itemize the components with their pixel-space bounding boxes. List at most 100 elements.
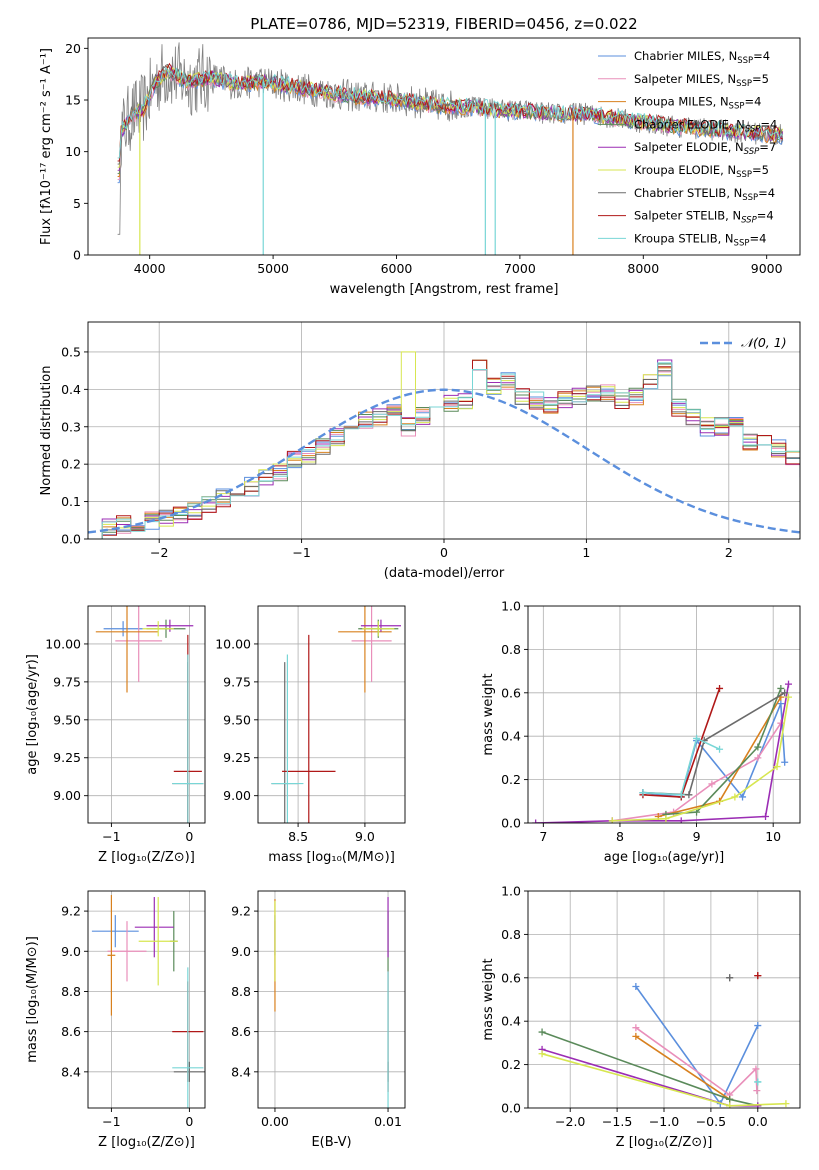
age-vs-mass-frame xyxy=(257,605,406,824)
legend-subscript: SSP xyxy=(734,238,750,248)
y-tick-label: 0.1 xyxy=(61,494,81,509)
age-vs-mass-plot-area xyxy=(258,606,405,823)
mass-weight-marker xyxy=(754,1102,762,1108)
x-tick-label: 8.5 xyxy=(288,829,308,844)
x-tick-label: 0.00 xyxy=(261,1114,289,1129)
y-tick-label: 0.6 xyxy=(501,685,521,700)
mass-weight-marker xyxy=(777,700,785,708)
legend-entry: Chabrier ELODIE, NSSP=4 xyxy=(634,117,777,134)
mass-weight-marker xyxy=(608,817,616,823)
mass-weight-marker xyxy=(781,758,789,766)
x-axis-label: (data-model)/error xyxy=(384,566,505,581)
gaussian-curve xyxy=(88,388,800,534)
mass-weight-marker xyxy=(632,1024,640,1032)
y-axis-label: mass [log₁₀(M/M⊙)] xyxy=(25,936,40,1063)
x-axis-label: age [log₁₀(age/yr)] xyxy=(604,850,725,865)
y-tick-label: 0.4 xyxy=(501,729,521,744)
mass-weight-marker xyxy=(739,793,747,801)
x-axis-label: wavelength [Angstrom, rest frame] xyxy=(330,282,559,297)
y-tick-label: 0.2 xyxy=(61,457,81,472)
mass-vs-Z-frame xyxy=(87,890,206,1109)
y-tick-label: 9.00 xyxy=(223,788,251,803)
y-tick-label: 0.6 xyxy=(501,970,521,985)
mass-weight-marker xyxy=(781,689,789,697)
legend-subscript: SSP xyxy=(741,216,757,226)
mass-weight-marker xyxy=(677,817,685,823)
legend-entry: Salpeter STELIB, NSSP=4 xyxy=(634,209,774,226)
legend-value: =4 xyxy=(749,231,766,245)
residual-histogram-5 xyxy=(88,351,800,539)
mass-weight-marker xyxy=(754,1078,762,1086)
x-axis-label: Z [log₁₀(Z/Z⊙)] xyxy=(98,850,195,865)
mass-weight-marker xyxy=(754,754,762,762)
y-tick-label: 9.2 xyxy=(231,904,251,919)
massweight-vs-Z-plot-area xyxy=(528,891,800,1108)
age-vs-Z-frame xyxy=(87,605,206,824)
legend-subscript: SSP xyxy=(745,124,761,134)
legend-value: =4 xyxy=(753,49,770,63)
legend-subscript: SSP xyxy=(729,102,745,112)
mass-weight-line xyxy=(612,696,790,822)
x-axis-label: Z [log₁₀(Z/Z⊙)] xyxy=(98,1135,195,1150)
legend-value: =5 xyxy=(752,163,769,177)
y-tick-label: 9.2 xyxy=(61,904,81,919)
y-axis-label: mass weight xyxy=(481,958,496,1040)
legend-value: =4 xyxy=(757,209,774,223)
x-tick-label: −1 xyxy=(102,1114,120,1129)
model-spectrum-8 xyxy=(117,65,784,159)
y-tick-label: 10.00 xyxy=(215,636,251,651)
legend-entry: Salpeter MILES, NSSP=5 xyxy=(634,72,769,89)
x-tick-label: 0 xyxy=(440,545,448,560)
mass-weight-line xyxy=(642,688,721,798)
residual-histogram-7 xyxy=(88,359,800,539)
y-tick-label: 8.8 xyxy=(231,984,251,999)
residual-histogram-2 xyxy=(88,367,800,539)
x-tick-label: −1.5 xyxy=(602,1114,632,1129)
x-tick-label: −2 xyxy=(150,545,168,560)
massweight-vs-age-frame xyxy=(527,605,801,824)
massweight-vs-age-axes: 7 8 9 10 0.0 0.2 0.4 0.6 0.8 1.0 age [log₁₀(age/yr… xyxy=(481,599,801,865)
mass-weight-marker xyxy=(708,780,716,788)
legend-subscript: SSP xyxy=(736,170,752,180)
y-tick-label: 0.8 xyxy=(501,927,521,942)
mass-weight-marker xyxy=(538,1050,546,1058)
age-vs-Z-plot-area xyxy=(88,606,205,823)
y-axis-label: Flux [fλ10⁻¹⁷ erg cm⁻² s⁻¹ A⁻¹] xyxy=(39,48,54,245)
y-tick-label: 9.75 xyxy=(223,674,251,689)
mass-vs-Z-axes: −1 0 8.4 8.6 8.8 9.0 9.2 Z [log₁₀(Z/Z⊙)] mass [l… xyxy=(25,890,206,1150)
y-axis-label: age [log₁₀(age/yr)] xyxy=(25,654,40,775)
legend: Chabrier MILES, NSSP=4 Salpeter MILES, NS… xyxy=(598,49,777,248)
y-tick-label: 8.6 xyxy=(231,1024,251,1039)
mass-weight-marker xyxy=(731,793,739,801)
legend-entry: 𝒩(0, 1) xyxy=(741,335,787,350)
age-vs-mass-axes: 8.5 9.0 9.00 9.25 9.50 9.75 10.00 mass [log₁₀(M… xyxy=(215,605,406,865)
mass-weight-marker xyxy=(716,684,724,692)
y-tick-label: 0.3 xyxy=(61,419,81,434)
x-axis-label: Z [log₁₀(Z/Z⊙)] xyxy=(616,1135,713,1150)
x-tick-label: 5000 xyxy=(257,261,289,276)
y-tick-label: 9.25 xyxy=(223,750,251,765)
mass-weight-marker xyxy=(693,734,701,742)
age-vs-Z-axes: −1 0 9.00 9.25 9.50 9.75 10.00 Z [log₁₀(Z/Z⊙)] a… xyxy=(25,605,206,865)
mass-weight-marker xyxy=(754,972,762,980)
mass-vs-EBV-axes: 0.00 0.01 8.4 8.6 8.8 9.0 9.2 E(B-V) xyxy=(231,890,406,1150)
mass-weight-marker xyxy=(538,1028,546,1036)
x-tick-label: −1 xyxy=(102,829,120,844)
mass-weight-line xyxy=(635,1027,758,1097)
residual-histogram-6 xyxy=(88,369,800,539)
x-tick-label: 6000 xyxy=(381,261,413,276)
mass-weight-marker xyxy=(685,791,693,799)
y-tick-label: 0.0 xyxy=(501,816,521,831)
y-tick-label: 8.8 xyxy=(61,984,81,999)
legend-subscript: SSP xyxy=(737,56,753,66)
legend-value: =4 xyxy=(758,186,775,200)
legend-value: =4 xyxy=(744,95,761,109)
legend-entry: Chabrier STELIB, NSSP=4 xyxy=(634,186,775,203)
x-tick-label: −1.0 xyxy=(649,1114,679,1129)
massweight-vs-Z-axes: −2.0 −1.5 −1.0 −0.5 0.0 0.0 0.2 0.4 0.6 0.8 1.0 Z [… xyxy=(481,884,801,1150)
y-tick-label: 0.5 xyxy=(61,344,81,359)
y-tick-label: 9.00 xyxy=(53,788,81,803)
mass-weight-marker xyxy=(677,791,685,799)
y-tick-label: 0.0 xyxy=(61,532,81,547)
residuals-axes: −2 −1 0 1 2 0.0 0.1 0.2 0.3 0.4 0.5 (data-model)/er… xyxy=(39,321,801,581)
